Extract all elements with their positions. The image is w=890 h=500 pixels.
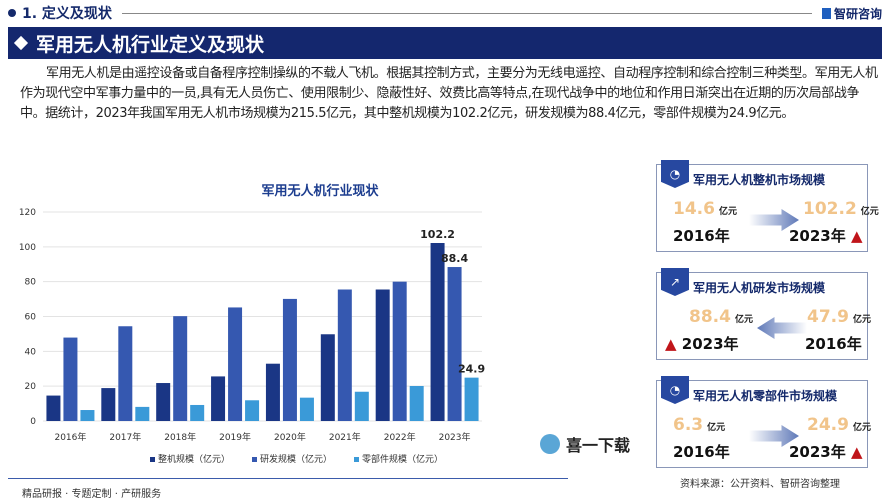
x-tick-label: 2021年 <box>329 431 361 443</box>
bar <box>245 400 260 421</box>
bar <box>282 298 297 421</box>
bar <box>135 406 150 421</box>
section-header: 1. 定义及现状 智研咨询 <box>8 4 882 22</box>
growth-chart-icon: ↗ <box>661 268 689 296</box>
bar <box>101 388 116 421</box>
brand-logo: 智研咨询 <box>821 5 882 22</box>
intro-paragraph: 军用无人机是由遥控设备或自备程序控制操纵的不载人飞机。根据其控制方式，主要分为无… <box>20 66 878 121</box>
bar <box>118 326 133 421</box>
bar <box>173 316 188 421</box>
data-label: 102.2 <box>420 228 455 241</box>
from-value: 6.3 亿元 <box>673 415 726 435</box>
bar <box>63 337 78 421</box>
card-rd: ↗ 军用无人机研发市场规模 88.4 亿元 ▲ 2023年 47.9 亿元 2016… <box>656 268 871 360</box>
from-value: 88.4 亿元 <box>689 307 753 327</box>
to-year: 2016年 <box>805 335 862 353</box>
watermark-icon <box>540 434 560 454</box>
data-label: 24.9 <box>458 363 485 376</box>
bar <box>80 410 95 421</box>
x-tick-label: 2020年 <box>274 431 306 443</box>
bar <box>409 385 424 421</box>
chart-legend: 整机规模（亿元） 研发规模（亿元） 零部件规模（亿元） <box>150 452 443 465</box>
to-value: 24.9 亿元 <box>807 415 871 435</box>
banner: 军用无人机行业定义及现状 <box>8 27 882 59</box>
bar-chart: 0 20 40 60 80 100 120 2016年 2017年 2018年 2019年 2020年… <box>19 208 485 443</box>
y-tick-label: 0 <box>30 417 36 427</box>
arrow-right-icon <box>749 209 799 231</box>
bar <box>375 289 390 421</box>
bar <box>337 289 352 421</box>
y-tick-label: 100 <box>19 243 36 253</box>
y-tick-label: 40 <box>25 347 37 357</box>
banner-title: 军用无人机行业定义及现状 <box>36 33 265 56</box>
logo-icon <box>821 7 831 19</box>
section-title: 1. 定义及现状 <box>22 6 112 22</box>
pie-chart-icon: ◔ <box>661 376 689 404</box>
x-tick-label: 2022年 <box>384 431 416 443</box>
legend-item: 整机规模（亿元） <box>150 452 230 465</box>
y-tick-label: 80 <box>25 278 37 288</box>
footer-divider <box>8 478 568 479</box>
up-arrow-icon: ▲ <box>665 335 677 353</box>
card-title: 军用无人机研发市场规模 <box>693 281 826 295</box>
bar <box>156 383 171 421</box>
x-tick-label: 2019年 <box>219 431 251 443</box>
x-tick-label: 2016年 <box>54 431 86 443</box>
legend-item: 零部件规模（亿元） <box>354 452 443 465</box>
bar <box>464 377 479 421</box>
card-complete-machine: ◔ 军用无人机整机市场规模 14.6 亿元 2016年 102.2 亿元 2023年… <box>656 160 879 252</box>
bar <box>392 281 407 421</box>
y-tick-label: 20 <box>25 382 37 392</box>
card-components: ◔ 军用无人机零部件市场规模 6.3 亿元 2016年 24.9 亿元 2023年 … <box>656 376 871 468</box>
up-arrow-icon: ▲ <box>850 443 863 461</box>
bullet-icon <box>8 9 16 17</box>
bar <box>228 307 243 421</box>
bar <box>354 391 369 421</box>
from-year: 2016年 <box>673 227 730 245</box>
card-title: 军用无人机零部件市场规模 <box>693 389 838 403</box>
footer-text: 精品研报 · 专题定制 · 产研服务 <box>22 489 162 500</box>
bar <box>447 267 462 421</box>
from-value: 14.6 亿元 <box>673 199 737 219</box>
bar <box>430 243 445 421</box>
legend-item: 研发规模（亿元） <box>252 452 332 465</box>
bar <box>265 363 280 421</box>
to-value: 47.9 亿元 <box>807 307 871 327</box>
bar <box>46 395 61 421</box>
chart-title: 军用无人机行业现状 <box>261 184 379 199</box>
y-tick-label: 120 <box>19 208 36 218</box>
bar <box>299 397 314 421</box>
arrow-right-icon <box>749 425 799 447</box>
up-arrow-icon: ▲ <box>850 227 863 245</box>
pie-chart-icon: ◔ <box>661 160 689 188</box>
x-tick-label: 2018年 <box>164 431 196 443</box>
to-value: 102.2 亿元 <box>803 199 879 219</box>
watermark: 喜一下载 <box>540 432 630 456</box>
card-title: 军用无人机整机市场规模 <box>693 173 826 187</box>
brand-name: 智研咨询 <box>833 6 882 21</box>
y-tick-label: 60 <box>25 313 37 323</box>
arrow-left-icon <box>757 317 807 339</box>
bar <box>190 404 205 421</box>
to-year: 2023年 ▲ <box>789 227 863 245</box>
source-note: 资料来源：公开资料、智研咨询整理 <box>680 479 840 490</box>
bar <box>320 334 335 421</box>
to-year: 2023年 ▲ <box>789 443 863 461</box>
from-year: ▲ 2023年 <box>665 335 739 353</box>
bar <box>211 376 226 421</box>
x-tick-label: 2017年 <box>109 431 141 443</box>
divider <box>121 12 812 14</box>
x-tick-label: 2023年 <box>439 431 471 443</box>
data-label: 88.4 <box>441 252 468 265</box>
from-year: 2016年 <box>673 443 730 461</box>
